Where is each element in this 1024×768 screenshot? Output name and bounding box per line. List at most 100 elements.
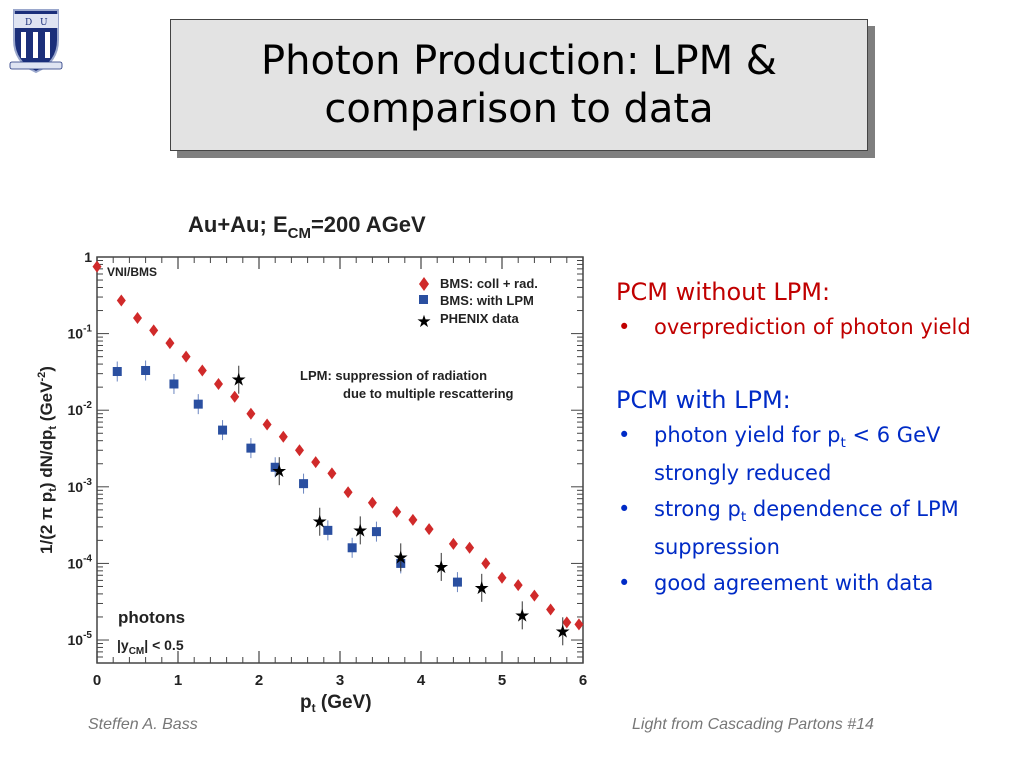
- bms-lpm-point: [141, 365, 151, 375]
- phenix-point: ★: [474, 578, 490, 598]
- x-axis-label: pt (GeV): [300, 692, 372, 715]
- phenix-point: ★: [393, 547, 409, 567]
- bms-lpm-point: [218, 425, 228, 435]
- footer-author: Steffen A. Bass: [88, 716, 198, 733]
- bms-lpm-point: [452, 577, 462, 587]
- x-tick-label: 4: [417, 672, 426, 689]
- legend-diamond-marker: [419, 277, 429, 291]
- photons-label: photons: [118, 608, 185, 627]
- x-tick-label: 2: [255, 672, 263, 689]
- title-box: Photon Production: LPM & comparison to d…: [170, 19, 868, 151]
- svg-text:D: D: [25, 18, 32, 28]
- bms-coll-rad-point: [367, 496, 377, 509]
- x-tick-label: 6: [579, 672, 587, 689]
- bms-lpm-point: [347, 543, 357, 553]
- phenix-point: ★: [231, 370, 247, 390]
- bms-coll-rad-point: [513, 579, 523, 592]
- bms-coll-rad-point: [424, 523, 434, 536]
- bullet-yield-reduced: photon yield for pt < 6 GeV strongly red…: [616, 420, 1016, 488]
- duke-shield-icon: D U: [9, 9, 63, 74]
- phenix-point: ★: [312, 512, 328, 532]
- corner-label: VNI/BMS: [107, 265, 157, 279]
- bms-coll-rad-point: [197, 364, 207, 377]
- bms-coll-rad-point: [116, 294, 126, 307]
- phenix-point: ★: [352, 520, 368, 540]
- rapidity-label: |yCM| < 0.5: [117, 637, 184, 657]
- x-tick-label: 1: [174, 672, 182, 689]
- legend-label-phenix: PHENIX data: [440, 311, 520, 326]
- bullet-overprediction: overprediction of photon yield: [616, 312, 1016, 342]
- phenix-point: ★: [514, 605, 530, 625]
- legend-label-lpm: BMS: with LPM: [440, 293, 534, 308]
- bms-coll-rad-point: [311, 456, 321, 469]
- bms-coll-rad-point: [92, 260, 102, 273]
- series-marks: ★ ★ ★ ★ ★ ★ ★ ★ ★: [92, 260, 584, 646]
- x-tick-label: 3: [336, 672, 344, 689]
- footer-title-slide-number: Light from Cascading Partons #14: [632, 716, 874, 733]
- y-tick-label: 10-1: [68, 324, 93, 342]
- bms-lpm-point: [193, 399, 203, 409]
- legend-square-marker: [419, 295, 428, 304]
- heading-with-lpm: PCM with LPM:: [616, 386, 791, 414]
- svg-text:U: U: [40, 18, 48, 28]
- bms-coll-rad-point: [481, 557, 491, 570]
- bms-coll-rad-point: [278, 430, 288, 443]
- bms-coll-rad-point: [574, 618, 584, 631]
- bullet-agreement: good agreement with data: [616, 568, 1016, 598]
- bms-lpm-point: [246, 443, 256, 453]
- title-line-1: Photon Production: LPM &: [261, 38, 777, 84]
- right-text-panel: PCM without LPM: overprediction of photo…: [616, 278, 1016, 604]
- legend: BMS: coll + rad. BMS: with LPM ★ PHENIX …: [416, 276, 538, 331]
- slide-title: Photon Production: LPM & comparison to d…: [261, 37, 777, 133]
- y-axis-label: 1/(2 π pt) dN/dpt (GeV-2): [36, 366, 59, 554]
- annotation-line-1: LPM: suppression of radiation: [300, 368, 487, 383]
- phenix-point: ★: [433, 557, 449, 577]
- bms-coll-rad-point: [546, 603, 556, 616]
- bms-lpm-point: [299, 479, 309, 489]
- y-tick-label: 10-5: [68, 630, 93, 648]
- bullets-with-lpm: photon yield for pt < 6 GeV strongly red…: [616, 420, 1016, 598]
- bms-lpm-point: [371, 527, 381, 537]
- bms-coll-rad-point: [214, 377, 223, 390]
- bms-coll-rad-point: [392, 505, 402, 518]
- bms-coll-rad-point: [529, 589, 539, 602]
- bms-coll-rad-point: [343, 486, 353, 499]
- bms-coll-rad-point: [497, 571, 507, 584]
- bms-coll-rad-point: [165, 337, 175, 350]
- bms-lpm-point: [112, 367, 122, 377]
- plot-ticks: [96, 256, 584, 663]
- bms-coll-rad-point: [133, 311, 142, 324]
- bms-coll-rad-point: [465, 541, 475, 554]
- bullets-without-lpm: overprediction of photon yield: [616, 312, 1016, 342]
- heading-without-lpm: PCM without LPM:: [616, 278, 831, 306]
- x-tick-labels: 0 1 2 3 4 5 6: [93, 672, 587, 689]
- bms-coll-rad-point: [181, 350, 191, 363]
- photon-spectrum-chart: Au+Au; ECM=200 AGeV 1 10-1 10-2 10-3 10-4 10-…: [36, 212, 587, 715]
- bms-coll-rad-point: [262, 418, 272, 431]
- bms-coll-rad-point: [448, 537, 458, 550]
- bms-coll-rad-point: [562, 616, 572, 629]
- y-tick-label: 10-3: [68, 477, 93, 495]
- legend-label-coll-rad: BMS: coll + rad.: [440, 276, 538, 291]
- y-tick-labels: 1 10-1 10-2 10-3 10-4 10-5: [68, 249, 93, 648]
- bms-coll-rad-point: [246, 407, 256, 420]
- bms-coll-rad-point: [327, 467, 337, 480]
- bms-lpm-point: [323, 525, 333, 535]
- bms-lpm-point: [270, 462, 280, 472]
- bullet-pt-dependence: strong pt dependence of LPM suppression: [616, 494, 1016, 562]
- x-tick-label: 5: [498, 672, 506, 689]
- y-tick-label: 1: [84, 249, 92, 265]
- bms-coll-rad-point: [230, 390, 240, 403]
- title-line-2: comparison to data: [324, 86, 714, 132]
- y-tick-label: 10-2: [68, 400, 93, 418]
- phenix-point: ★: [555, 621, 571, 641]
- bms-lpm-point: [169, 379, 179, 389]
- chart-title: Au+Au; ECM=200 AGeV: [188, 212, 426, 242]
- x-tick-label: 0: [93, 672, 101, 689]
- bms-coll-rad-point: [149, 324, 159, 337]
- phenix-point: ★: [271, 461, 287, 481]
- y-tick-label: 10-4: [68, 553, 93, 571]
- bms-coll-rad-point: [295, 444, 304, 457]
- annotation-line-2: due to multiple rescattering: [343, 386, 514, 401]
- legend-star-marker: ★: [416, 312, 431, 331]
